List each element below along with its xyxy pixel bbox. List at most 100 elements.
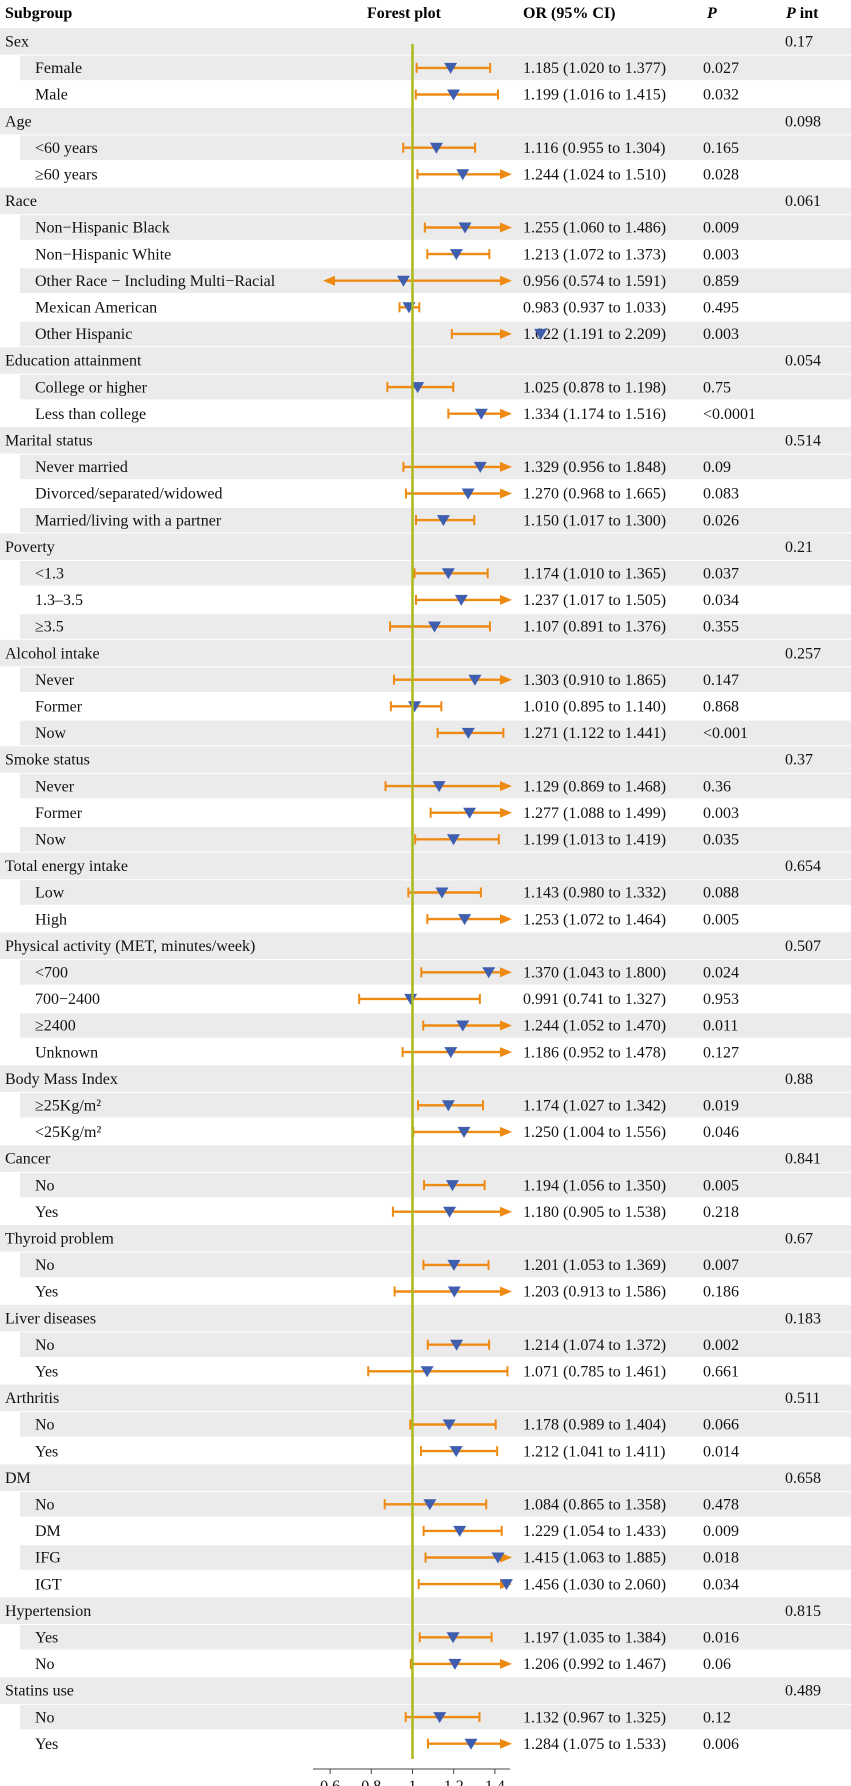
row-label: No xyxy=(35,1337,55,1354)
row-p-value: 0.478 xyxy=(703,1497,739,1514)
group-label: Alcohol intake xyxy=(5,645,100,662)
row-p-value: 0.127 xyxy=(703,1044,739,1061)
row-label: No xyxy=(35,1257,55,1274)
point-estimate xyxy=(461,727,475,739)
ci-arrow-right xyxy=(500,328,512,339)
row-or-ci: 0.991 (0.741 to 1.327) xyxy=(523,991,666,1008)
point-estimate xyxy=(458,222,472,234)
group-p-int: 0.841 xyxy=(785,1151,821,1168)
group-p-int: 0.511 xyxy=(785,1390,820,1407)
group-p-int: 0.061 xyxy=(785,193,821,210)
row-or-ci: 1.237 (1.017 to 1.505) xyxy=(523,592,666,609)
row-label: 700−2400 xyxy=(35,991,100,1008)
row-p-value: 0.032 xyxy=(703,87,739,104)
row-label: No xyxy=(35,1656,55,1673)
header-p: P xyxy=(706,5,717,22)
ci-arrow-right xyxy=(500,807,512,818)
row-p-value: 0.018 xyxy=(703,1550,739,1567)
group-band xyxy=(0,852,851,880)
ci-arrow-right xyxy=(500,1206,512,1217)
row-label: Low xyxy=(35,885,65,902)
group-p-int: 0.514 xyxy=(785,433,821,450)
point-estimate xyxy=(446,1632,460,1644)
row-or-ci: 1.180 (0.905 to 1.538) xyxy=(523,1204,666,1221)
row-p-value: 0.12 xyxy=(703,1709,731,1726)
point-estimate xyxy=(463,807,477,819)
point-estimate xyxy=(449,1446,463,1458)
row-or-ci: 1.178 (0.989 to 1.404) xyxy=(523,1417,666,1434)
group-band xyxy=(0,1464,851,1491)
row-or-ci: 1.334 (1.174 to 1.516) xyxy=(523,406,666,423)
point-estimate xyxy=(447,1286,461,1298)
group-p-int: 0.21 xyxy=(785,539,813,556)
group-p-int: 0.183 xyxy=(785,1310,821,1327)
point-estimate xyxy=(491,1552,505,1564)
point-estimate xyxy=(534,328,548,340)
row-label: Yes xyxy=(35,1364,58,1381)
row-p-value: 0.088 xyxy=(703,885,739,902)
group-label: DM xyxy=(5,1470,31,1487)
x-tick-label: 1 xyxy=(409,1778,417,1786)
row-p-value: 0.034 xyxy=(703,592,739,609)
row-p-value: 0.016 xyxy=(703,1630,739,1647)
group-label: Thyroid problem xyxy=(5,1231,114,1248)
ci-arrow-right xyxy=(500,461,512,472)
row-or-ci: 1.622 (1.191 to 2.209) xyxy=(523,326,666,343)
group-p-int: 0.098 xyxy=(785,113,821,130)
row-or-ci: 1.201 (1.053 to 1.369) xyxy=(523,1257,666,1274)
row-label: Non−Hispanic Black xyxy=(35,220,170,237)
row-or-ci: 1.174 (1.010 to 1.365) xyxy=(523,566,666,583)
group-p-int: 0.37 xyxy=(785,752,813,769)
row-or-ci: 1.199 (1.016 to 1.415) xyxy=(523,87,666,104)
point-estimate xyxy=(450,1339,464,1351)
point-estimate xyxy=(468,674,482,686)
row-or-ci: 1.456 (1.030 to 2.060) xyxy=(523,1576,666,1593)
row-label: No xyxy=(35,1417,55,1434)
row-p-value: 0.027 xyxy=(703,60,739,77)
group-p-int: 0.815 xyxy=(785,1603,821,1620)
row-label: Former xyxy=(35,805,83,822)
header-p-int-letter: P xyxy=(785,5,796,22)
header-p-int: P int xyxy=(785,5,819,22)
row-label: Former xyxy=(35,699,83,716)
point-estimate xyxy=(464,1738,478,1750)
ci-arrow-right xyxy=(500,1020,512,1031)
ci-arrow-right xyxy=(500,1286,512,1297)
point-estimate xyxy=(461,488,475,500)
header-or-ci: OR (95% CI) xyxy=(523,5,615,22)
point-estimate xyxy=(456,1020,470,1032)
row-p-value: 0.028 xyxy=(703,167,739,184)
row-p-value: 0.011 xyxy=(703,1018,738,1035)
row-label: No xyxy=(35,1177,55,1194)
row-or-ci: 1.203 (0.913 to 1.586) xyxy=(523,1284,666,1301)
point-estimate xyxy=(457,1126,471,1138)
row-p-value: 0.218 xyxy=(703,1204,739,1221)
group-label: Arthritis xyxy=(5,1390,59,1407)
row-label: Now xyxy=(35,725,67,742)
header-p-int-suffix: int xyxy=(796,5,819,22)
group-band xyxy=(0,1597,851,1624)
point-estimate xyxy=(453,1525,467,1537)
group-band xyxy=(0,1677,851,1704)
row-or-ci: 1.303 (0.910 to 1.865) xyxy=(523,672,666,689)
ci-arrow-right xyxy=(500,488,512,499)
group-p-int: 0.67 xyxy=(785,1231,813,1248)
row-p-value: 0.009 xyxy=(703,220,739,237)
point-estimate xyxy=(441,1100,455,1112)
row-or-ci: 1.174 (1.027 to 1.342) xyxy=(523,1098,666,1115)
row-or-ci: 1.132 (0.967 to 1.325) xyxy=(523,1709,666,1726)
row-p-value: 0.035 xyxy=(703,832,739,849)
point-estimate xyxy=(474,408,488,420)
row-p-value: 0.009 xyxy=(703,1523,739,1540)
point-estimate xyxy=(446,89,460,101)
point-estimate xyxy=(456,169,470,181)
row-or-ci: 1.129 (0.869 to 1.468) xyxy=(523,778,666,795)
row-p-value: 0.019 xyxy=(703,1098,739,1115)
x-tick-label: 1.2 xyxy=(444,1778,464,1786)
point-estimate xyxy=(432,781,446,793)
row-p-value: 0.661 xyxy=(703,1364,739,1381)
row-label: Yes xyxy=(35,1443,58,1460)
point-estimate xyxy=(443,1206,457,1218)
group-p-int: 0.658 xyxy=(785,1470,821,1487)
ci-arrow-left xyxy=(323,275,335,286)
